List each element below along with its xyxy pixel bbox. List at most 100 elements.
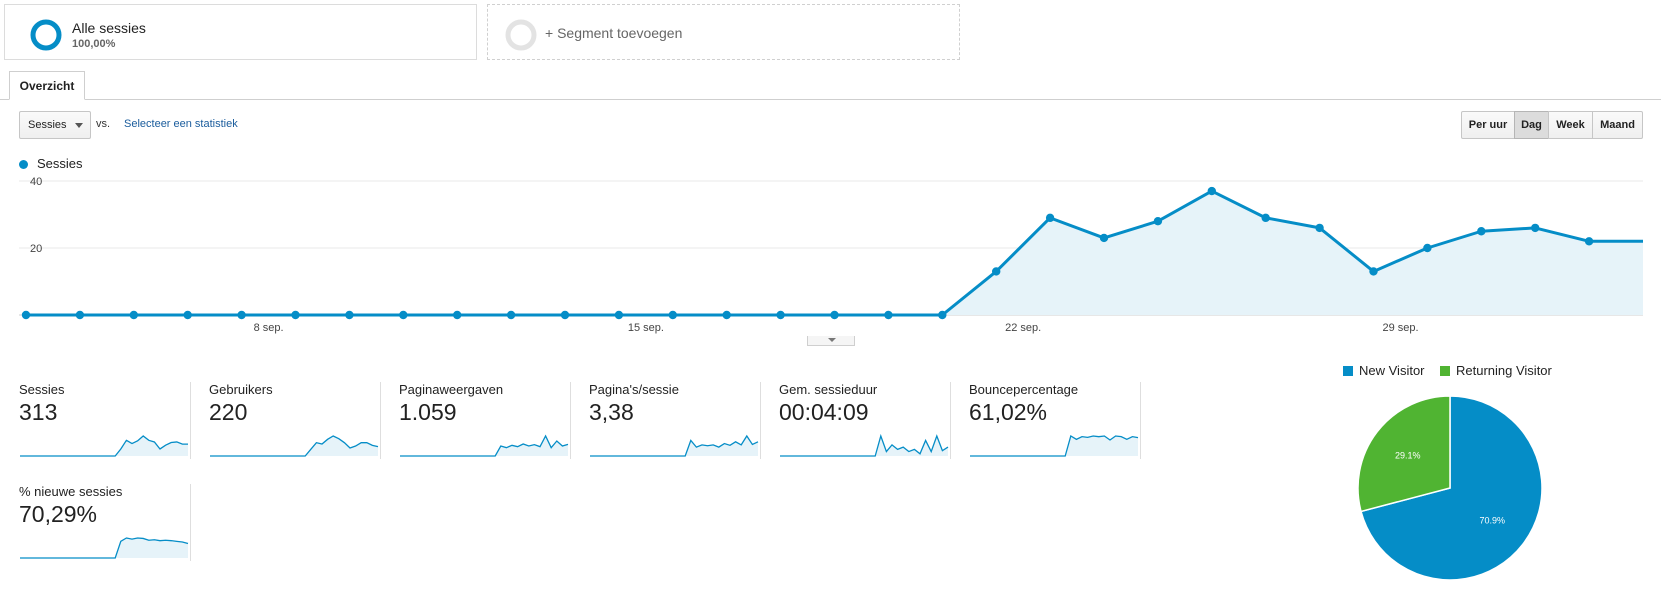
sparkline-line: [970, 435, 1139, 457]
data-point: [830, 310, 839, 320]
pie-legend-new: New Visitor: [1343, 363, 1425, 378]
vs-label: vs.: [96, 118, 111, 130]
scorecard-value: 313: [19, 399, 58, 425]
pie-slice-label: 29.1%: [1395, 450, 1421, 460]
data-point: [21, 310, 31, 320]
metric-select[interactable]: Sessies: [19, 111, 91, 139]
data-point: [1423, 243, 1432, 253]
pie-legend-returning-label: Returning Visitor: [1456, 363, 1552, 378]
data-point: [1531, 223, 1540, 233]
data-point: [776, 310, 785, 320]
period-week-button[interactable]: Week: [1548, 111, 1593, 139]
add-segment-button[interactable]: + Segment toevoegen: [487, 4, 960, 60]
sparkline: [590, 434, 759, 457]
sparkline: [20, 537, 189, 559]
scorecard[interactable]: Bouncepercentage 61,02%: [950, 382, 1141, 459]
scorecard-value: 70,29%: [19, 501, 98, 527]
scorecard-name: % nieuwe sessies: [19, 484, 123, 499]
x-tick-label: 22 sep.: [1005, 322, 1041, 334]
sparkline-area: [210, 436, 378, 456]
sparkline-line: [590, 434, 759, 457]
segment-all-sessions[interactable]: Alle sessies 100,00%: [4, 4, 477, 60]
scorecard-name: Gem. sessieduur: [779, 382, 878, 397]
sparkline-line: [210, 435, 379, 457]
metric-select-label: Sessies: [28, 119, 67, 131]
chevron-down-icon: [828, 338, 836, 342]
visitor-type-pie: 70.9% 29.1%: [1357, 395, 1543, 581]
sparkline: [210, 435, 379, 457]
sparkline-area: [400, 436, 568, 456]
sparkline-area: [20, 436, 188, 456]
data-point: [129, 310, 138, 320]
scorecard[interactable]: Sessies 313: [0, 382, 191, 459]
scorecard[interactable]: Gem. sessieduur 00:04:09: [760, 382, 951, 459]
sparkline: [780, 433, 949, 457]
period-month-button[interactable]: Maand: [1592, 111, 1643, 139]
scorecard-value: 00:04:09: [779, 399, 869, 425]
period-day-button[interactable]: Dag: [1514, 111, 1549, 139]
scorecard[interactable]: Pagina's/sessie 3,38: [570, 382, 761, 459]
sparkline-line: [20, 435, 188, 457]
data-point: [1315, 223, 1324, 233]
x-tick-label: 8 sep.: [254, 322, 284, 334]
area-fill: [26, 191, 1643, 315]
data-point: [345, 310, 354, 320]
scorecard[interactable]: % nieuwe sessies 70,29%: [0, 484, 191, 561]
data-point: [506, 310, 516, 320]
select-statistic-link[interactable]: Selecteer een statistiek: [124, 118, 238, 130]
pie-legend-returning: Returning Visitor: [1440, 363, 1552, 378]
y-tick-label: 20: [30, 243, 42, 255]
segment-name: Alle sessies: [72, 20, 146, 36]
data-point: [1207, 186, 1217, 196]
data-point: [1369, 267, 1378, 276]
x-tick-label: 15 sep.: [628, 322, 664, 334]
data-point: [453, 310, 462, 320]
sparkline-line: [400, 434, 569, 457]
tab-overview[interactable]: Overzicht: [9, 71, 85, 100]
segment-percent: 100,00%: [72, 38, 116, 50]
data-point: [614, 310, 624, 320]
period-hourly-button[interactable]: Per uur: [1461, 111, 1515, 139]
sparkline-area: [780, 436, 948, 456]
data-point: [668, 310, 677, 320]
x-tick-label: 29 sep.: [1382, 322, 1418, 334]
sparkline-area: [590, 436, 758, 456]
scorecard-name: Paginaweergaven: [399, 382, 504, 397]
y-tick-label: 40: [30, 176, 42, 188]
data-point: [237, 310, 246, 320]
scorecard-name: Pagina's/sessie: [589, 382, 679, 397]
sparkline-line: [780, 433, 949, 457]
legend-dot-icon: [19, 160, 28, 169]
pie-slice: [1360, 395, 1543, 581]
empty-segment-ring-icon: [505, 19, 537, 51]
scorecard-value: 220: [209, 399, 248, 425]
sparkline-line: [20, 537, 189, 559]
data-point: [183, 310, 192, 320]
sparkline-area: [970, 436, 1138, 456]
scorecard[interactable]: Gebruikers 220: [190, 382, 381, 459]
scorecard[interactable]: Paginaweergaven 1.059: [380, 382, 571, 459]
data-point: [1099, 233, 1109, 243]
sparkline: [400, 434, 569, 457]
data-point: [75, 310, 85, 320]
data-point: [291, 310, 300, 320]
data-point: [1153, 217, 1163, 226]
scorecard-name: Bouncepercentage: [969, 382, 1079, 397]
data-point: [1261, 213, 1270, 223]
data-point: [884, 310, 893, 320]
sparkline: [970, 435, 1139, 457]
data-point: [560, 310, 570, 320]
tab-divider: [0, 99, 1661, 100]
pie-slice-label: 70.9%: [1479, 516, 1505, 526]
data-point: [1045, 213, 1055, 223]
sparkline-area: [20, 538, 188, 558]
data-point: [992, 267, 1001, 276]
legend-swatch-returning: [1440, 366, 1450, 376]
segment-ring-icon: [30, 19, 62, 51]
chevron-down-icon: [75, 123, 83, 128]
chart-expand-toggle[interactable]: [807, 336, 855, 346]
pie-legend-new-label: New Visitor: [1359, 363, 1425, 378]
scorecard-name: Sessies: [19, 382, 65, 397]
data-point: [399, 310, 408, 320]
add-segment-label: + Segment toevoegen: [545, 25, 683, 41]
